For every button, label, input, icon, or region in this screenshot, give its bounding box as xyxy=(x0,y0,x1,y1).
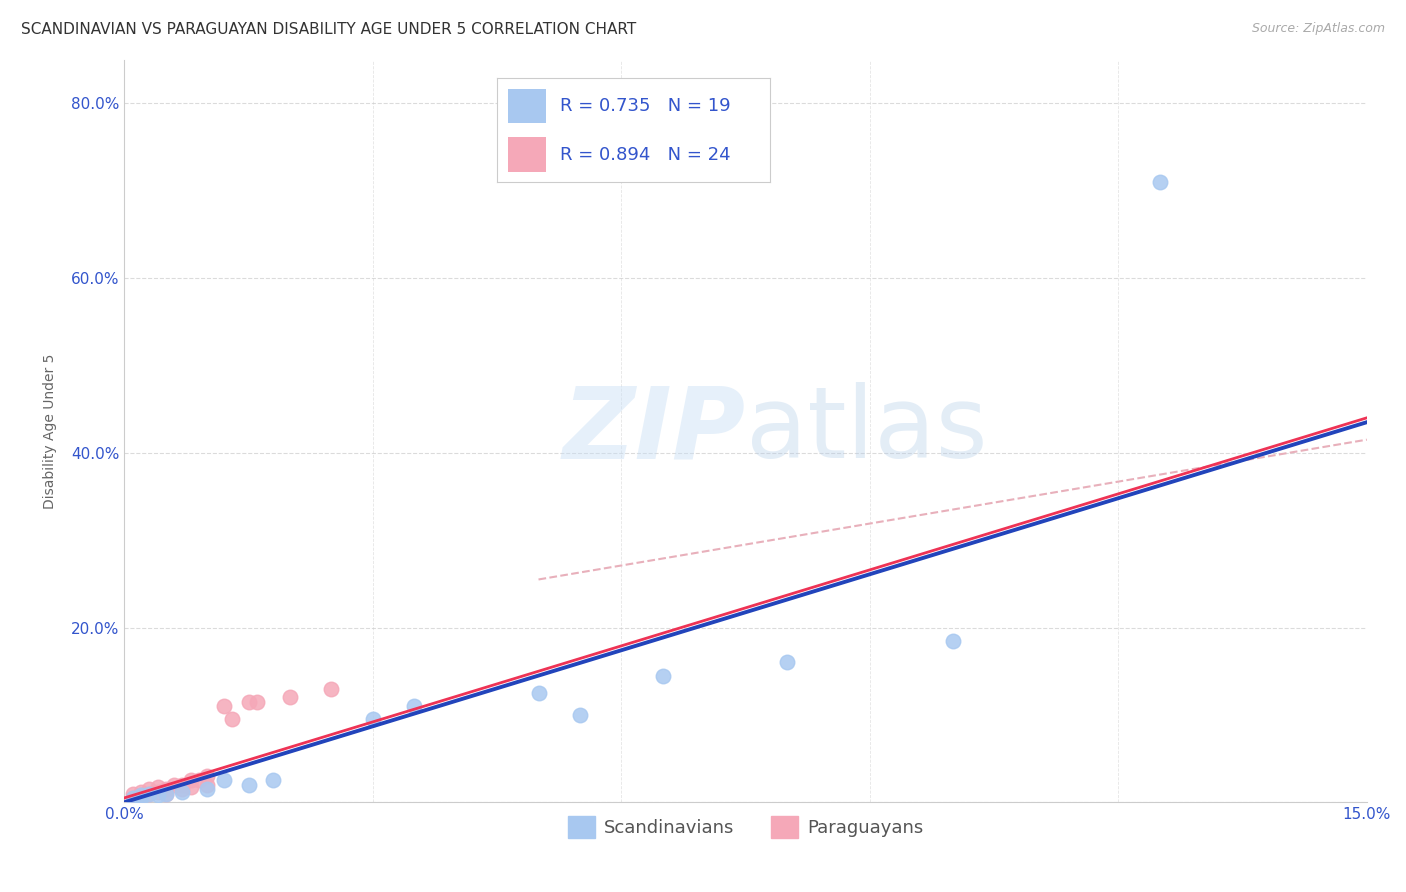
Point xyxy=(278,690,301,705)
Point xyxy=(221,712,243,726)
Text: atlas: atlas xyxy=(745,383,987,479)
Text: SCANDINAVIAN VS PARAGUAYAN DISABILITY AGE UNDER 5 CORRELATION CHART: SCANDINAVIAN VS PARAGUAYAN DISABILITY AG… xyxy=(21,22,637,37)
Y-axis label: Disability Age Under 5: Disability Age Under 5 xyxy=(44,353,58,508)
Point xyxy=(651,668,673,682)
Point xyxy=(321,681,343,696)
Point xyxy=(129,791,152,805)
Point xyxy=(121,791,143,805)
Point xyxy=(361,712,384,726)
Point xyxy=(155,787,177,801)
Point xyxy=(404,699,426,714)
Point xyxy=(238,695,260,709)
Point xyxy=(195,769,218,783)
Point xyxy=(172,785,194,799)
Point xyxy=(195,782,218,797)
Legend: Scandinavians, Paraguayans: Scandinavians, Paraguayans xyxy=(561,809,931,846)
Point xyxy=(776,656,799,670)
Point xyxy=(121,791,143,805)
Point xyxy=(129,789,152,803)
Point xyxy=(212,773,235,788)
Point xyxy=(238,778,260,792)
Point xyxy=(129,789,152,803)
Point xyxy=(187,773,209,788)
Point xyxy=(180,773,202,788)
Point xyxy=(163,778,186,792)
Point xyxy=(246,695,269,709)
Point xyxy=(568,707,591,722)
Point xyxy=(262,773,284,788)
Point xyxy=(172,782,194,797)
Point xyxy=(146,780,169,794)
Point xyxy=(155,787,177,801)
Point xyxy=(942,633,965,648)
Point xyxy=(138,782,160,797)
Point xyxy=(180,780,202,794)
Point xyxy=(212,699,235,714)
Point xyxy=(138,787,160,801)
Point xyxy=(172,778,194,792)
Text: ZIP: ZIP xyxy=(562,383,745,479)
Point xyxy=(195,778,218,792)
Point xyxy=(129,785,152,799)
Point xyxy=(138,787,160,801)
Text: Source: ZipAtlas.com: Source: ZipAtlas.com xyxy=(1251,22,1385,36)
Point xyxy=(1149,175,1171,189)
Point xyxy=(146,785,169,799)
Point xyxy=(527,686,550,700)
Point xyxy=(155,782,177,797)
Point xyxy=(121,787,143,801)
Point xyxy=(146,789,169,803)
